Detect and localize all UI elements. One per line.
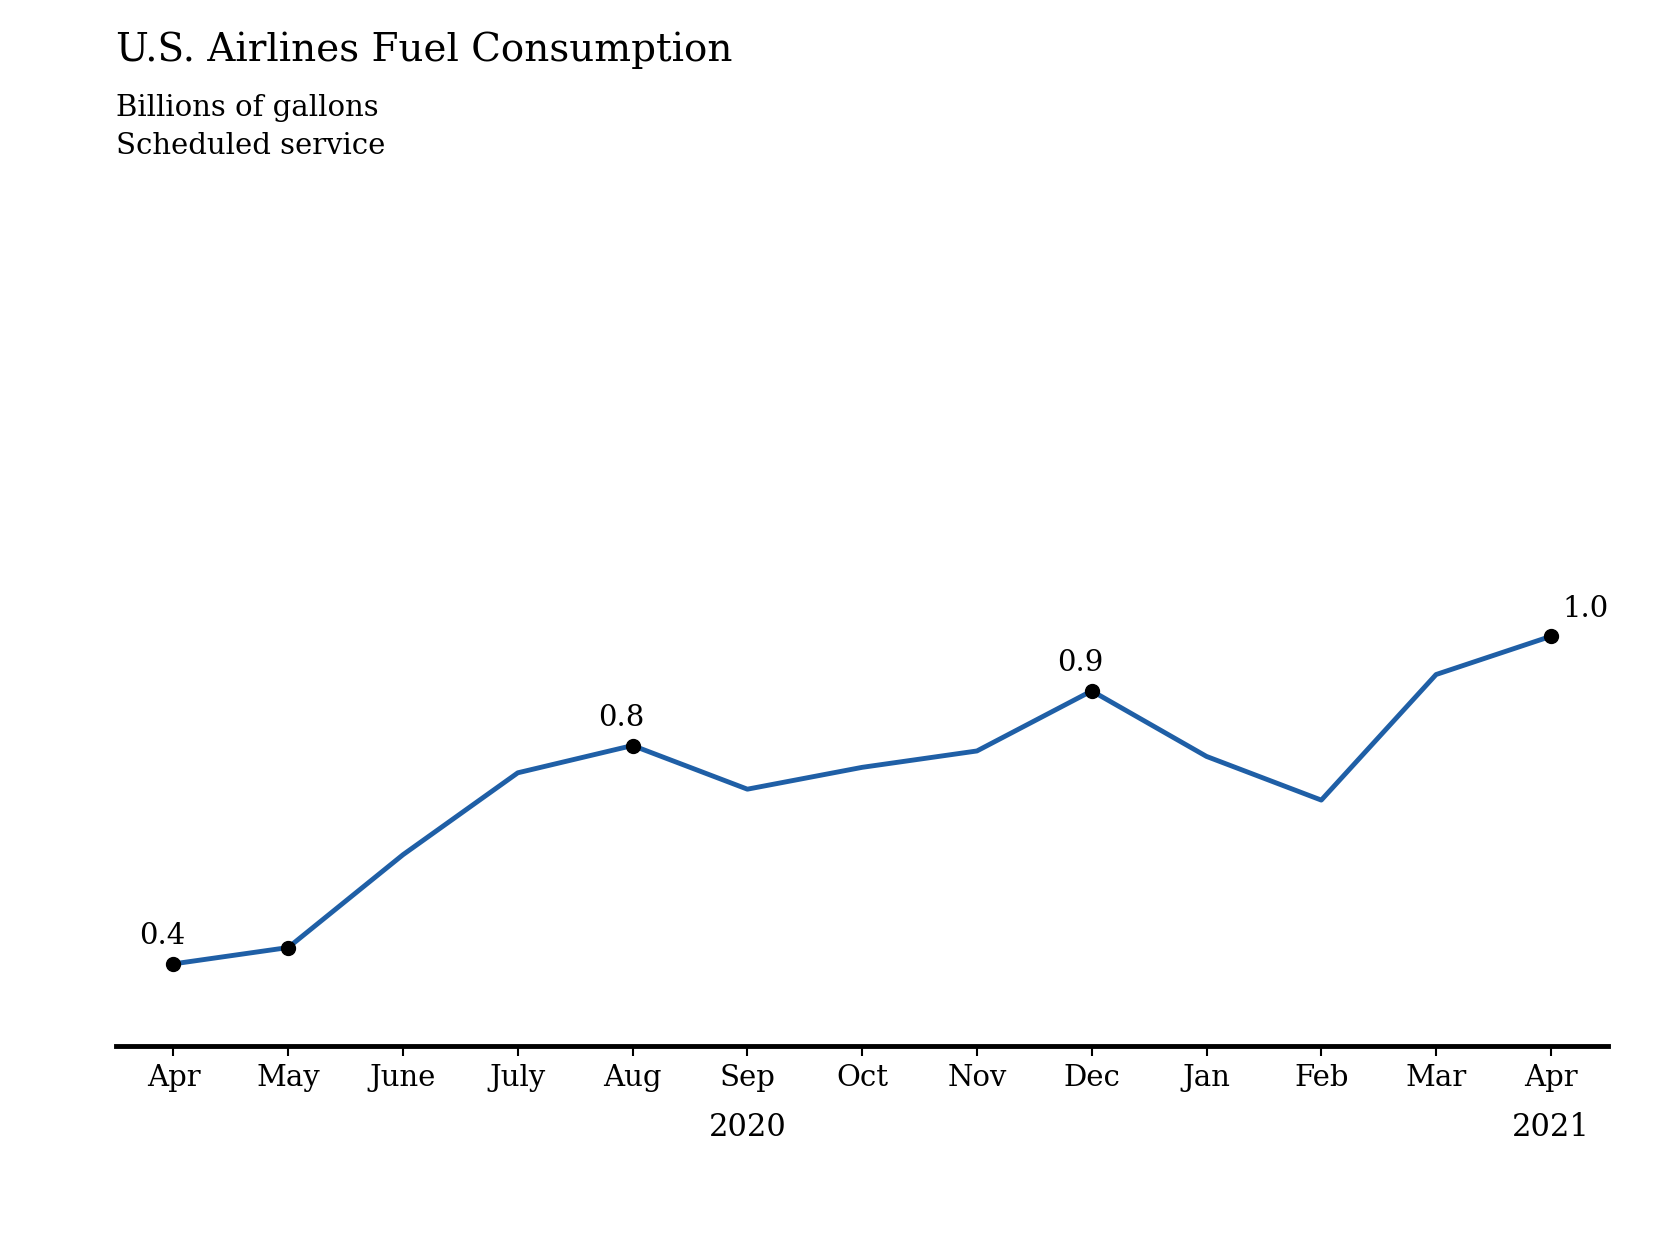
Text: 2021: 2021: [1511, 1113, 1589, 1144]
Text: 0.8: 0.8: [598, 704, 645, 732]
Text: 1.0: 1.0: [1561, 595, 1607, 622]
Text: 0.4: 0.4: [139, 922, 186, 950]
Text: Scheduled service: Scheduled service: [116, 132, 384, 160]
Text: 0.9: 0.9: [1057, 649, 1104, 678]
Text: U.S. Airlines Fuel Consumption: U.S. Airlines Fuel Consumption: [116, 32, 732, 69]
Text: Billions of gallons: Billions of gallons: [116, 94, 378, 122]
Text: 2020: 2020: [708, 1113, 785, 1144]
